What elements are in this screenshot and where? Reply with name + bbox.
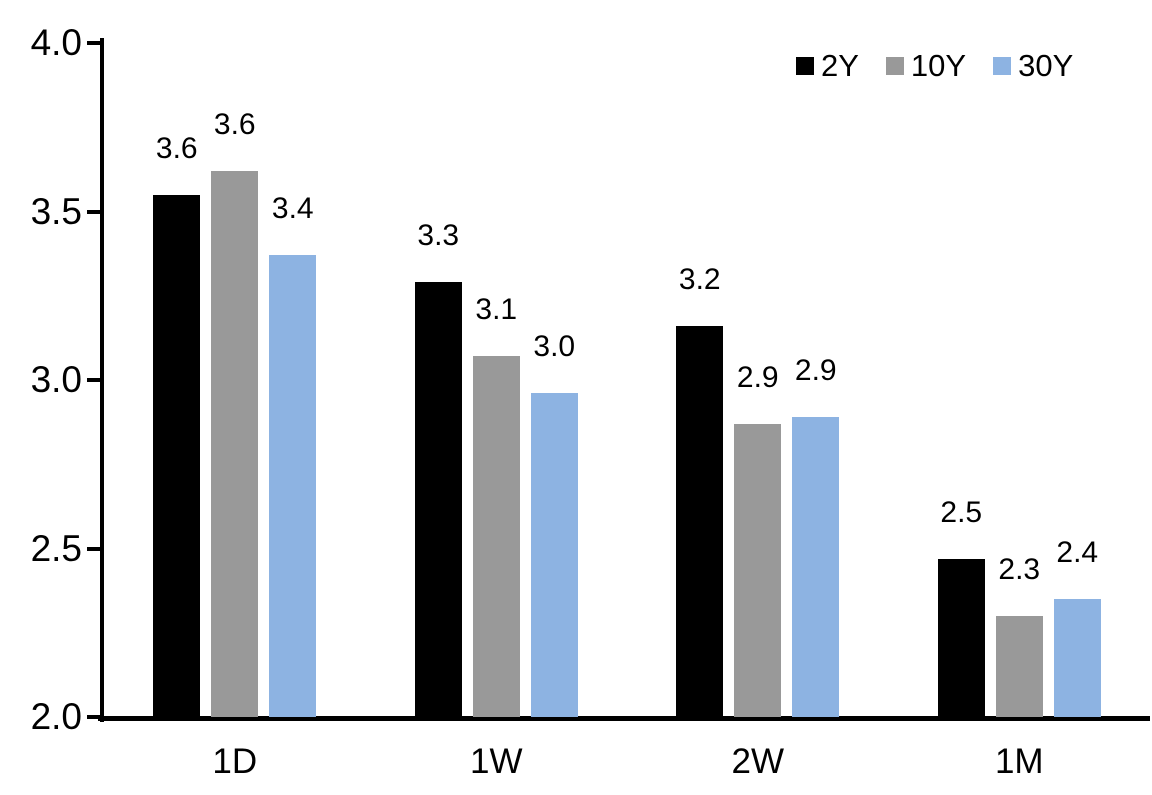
bar-value-label: 3.1 xyxy=(475,293,518,327)
legend-swatch-icon xyxy=(993,57,1012,75)
legend-item-30Y: 30Y xyxy=(993,48,1073,84)
bar-value-label: 3.2 xyxy=(678,263,721,297)
y-axis-line xyxy=(100,38,104,722)
bar-10Y-1M xyxy=(995,615,1043,717)
y-axis-tick xyxy=(87,41,102,45)
bar-30Y-1D xyxy=(269,255,317,717)
y-axis-tick xyxy=(87,715,102,719)
x-category-label: 1M xyxy=(994,742,1044,781)
legend-item-2Y: 2Y xyxy=(796,48,859,84)
bar-value-label: 3.3 xyxy=(417,219,460,253)
bar-30Y-1M xyxy=(1053,599,1101,717)
x-axis-line xyxy=(98,716,1150,721)
legend-label: 30Y xyxy=(1018,48,1074,83)
legend-swatch-icon xyxy=(796,57,814,75)
y-tick-label: 3.5 xyxy=(30,190,82,232)
bar-2Y-1M xyxy=(937,558,985,717)
bar-2Y-1W xyxy=(414,282,462,717)
chart-legend: 2Y 10Y 30Y xyxy=(796,48,1073,84)
y-axis-tick xyxy=(87,378,102,382)
y-tick-label: 3.0 xyxy=(30,359,82,400)
bar-value-label: 2.9 xyxy=(794,354,837,388)
y-axis-tick xyxy=(87,546,102,551)
y-tick-label: 4.0 xyxy=(30,22,82,63)
bar-value-label: 3.6 xyxy=(155,131,198,165)
bar-value-label: 3.4 xyxy=(271,192,314,226)
bar-value-label: 2.4 xyxy=(1056,536,1099,570)
bar-10Y-2W xyxy=(734,423,782,717)
bar-value-label: 3.0 xyxy=(533,330,576,364)
legend-item-10Y: 10Y xyxy=(885,48,967,84)
legend-label: 2Y xyxy=(821,48,859,83)
bar-10Y-1D xyxy=(211,171,259,717)
legend-swatch-icon xyxy=(885,57,904,75)
bar-value-label: 2.3 xyxy=(998,552,1041,586)
bar-2Y-1D xyxy=(153,194,201,717)
y-axis-tick xyxy=(87,209,102,214)
y-tick-label: 2.5 xyxy=(30,527,82,569)
legend-label: 10Y xyxy=(910,48,967,83)
y-tick-label: 2.0 xyxy=(30,696,82,737)
bar-30Y-2W xyxy=(792,417,840,717)
bar-value-label: 3.6 xyxy=(213,108,256,142)
bar-value-label: 2.9 xyxy=(736,360,779,394)
bar-2Y-2W xyxy=(676,326,724,717)
x-category-label: 2W xyxy=(731,742,785,781)
bar-30Y-1W xyxy=(530,393,578,717)
x-category-label: 1D xyxy=(212,742,258,781)
bar-10Y-1W xyxy=(472,356,520,717)
bar-value-label: 2.5 xyxy=(940,495,983,529)
x-category-label: 1W xyxy=(470,742,523,781)
